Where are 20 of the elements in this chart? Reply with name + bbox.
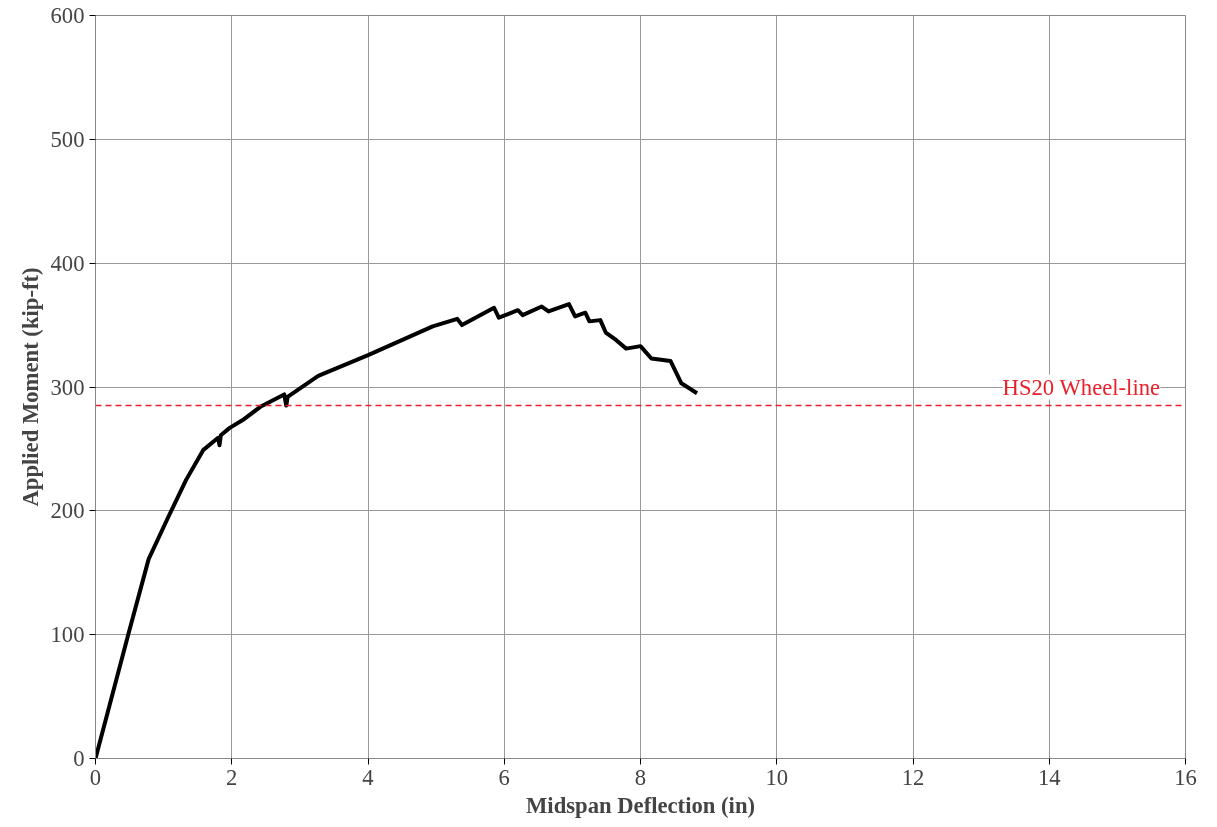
y-tick-label: 300 [50,374,85,400]
x-tick-label: 12 [901,764,925,790]
y-tick-label: 200 [50,498,85,524]
y-tick-label: 600 [50,3,85,28]
y-tick-label: 400 [50,250,85,276]
y-tick-label: 500 [50,126,85,152]
x-tick-label: 16 [1174,764,1197,790]
y-axis-title: Applied Moment (kip-ft) [17,267,43,507]
y-tick-label: 0 [73,746,85,771]
ref-line-label: HS20 Wheel-line [1002,374,1161,400]
x-tick-label: 8 [634,764,647,790]
line-series [95,302,700,759]
x-tick-label: 0 [89,764,102,790]
x-tick-label: 2 [226,764,238,790]
x-axis-title: Midspan Deflection (in) [525,792,756,818]
x-tick-label: 10 [765,764,789,790]
y-tick-label: 100 [50,622,85,648]
x-tick-label: 14 [1037,764,1061,790]
x-tick-label: 4 [362,764,374,790]
x-tick-label: 6 [498,764,510,790]
